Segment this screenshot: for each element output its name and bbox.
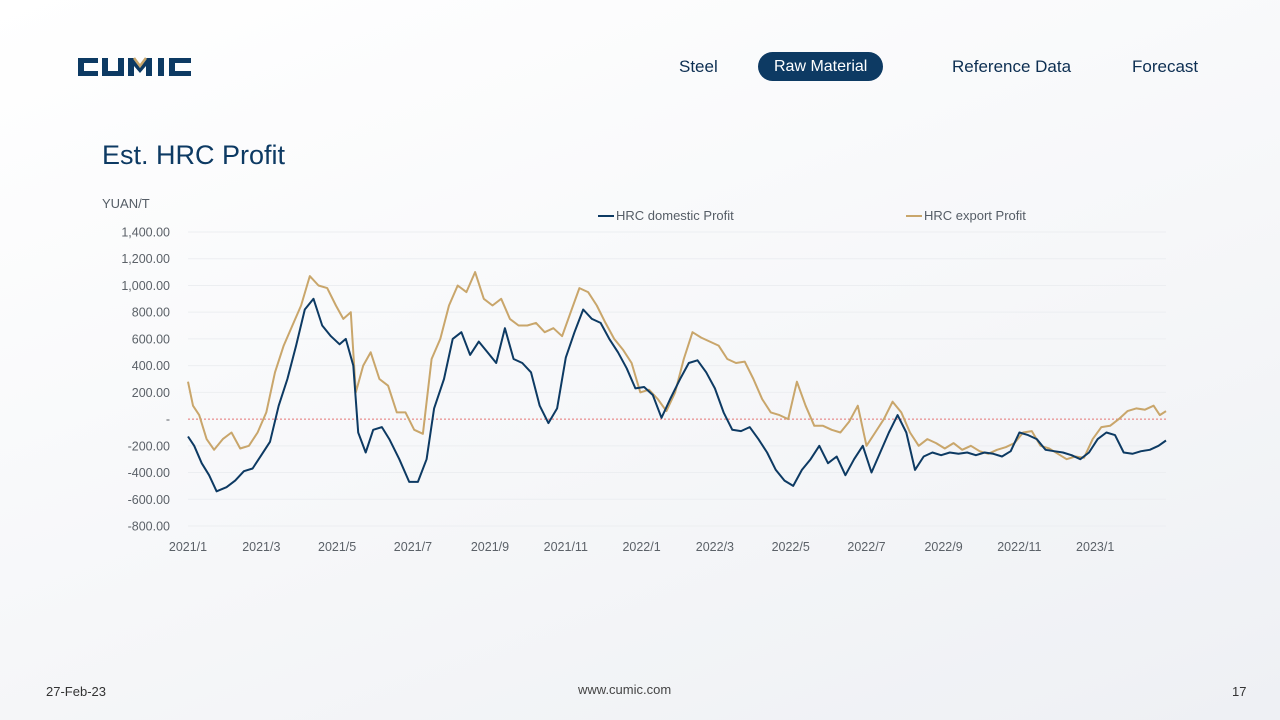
- y-tick-label: 1,400.00: [121, 226, 170, 240]
- x-tick-label: 2021/5: [318, 540, 356, 554]
- legend-export-swatch: [906, 214, 922, 217]
- nav-steel[interactable]: Steel: [679, 57, 718, 76]
- y-tick-label: 400.00: [132, 359, 170, 373]
- x-tick-label: 2022/1: [622, 540, 660, 554]
- y-tick-label: 1,000.00: [121, 279, 170, 293]
- x-tick-label: 2022/9: [924, 540, 962, 554]
- cumic-logo: [78, 57, 191, 76]
- legend-domestic-swatch: [598, 214, 614, 217]
- x-tick-label: 2021/9: [471, 540, 509, 554]
- y-tick-label: 600.00: [132, 332, 170, 346]
- y-tick-label: -600.00: [128, 493, 170, 507]
- footer-website[interactable]: www.cumic.com: [578, 682, 672, 697]
- y-tick-label: 1,200.00: [121, 252, 170, 266]
- nav-raw-material[interactable]: Raw Material: [758, 52, 884, 81]
- x-tick-label: 2021/7: [394, 540, 432, 554]
- y-tick-label: -800.00: [128, 520, 170, 534]
- nav-forecast[interactable]: Forecast: [1132, 57, 1199, 76]
- x-tick-label: 2021/3: [242, 540, 280, 554]
- y-tick-label: -: [166, 413, 170, 427]
- y-tick-label: 200.00: [132, 386, 170, 400]
- legend-export-label: HRC export Profit: [924, 208, 1026, 223]
- legend-domestic-label: HRC domestic Profit: [616, 208, 734, 223]
- y-tick-label: -200.00: [128, 439, 170, 453]
- series-line-hrc-domestic-profit: [187, 297, 1167, 493]
- page-title: Est. HRC Profit: [102, 140, 286, 170]
- nav-reference-data[interactable]: Reference Data: [952, 57, 1072, 76]
- x-tick-label: 2022/7: [847, 540, 885, 554]
- footer-page-number: 17: [1232, 684, 1247, 699]
- legend-domestic: HRC domestic Profit: [598, 208, 734, 223]
- x-tick-label: 2023/1: [1076, 540, 1114, 554]
- top-nav: Steel Raw Material Reference Data Foreca…: [0, 52, 1280, 84]
- x-tick-label: 2021/11: [544, 540, 588, 554]
- x-tick-label: 2022/11: [997, 540, 1041, 554]
- series-line-hrc-export-profit: [187, 271, 1167, 461]
- y-tick-label: 800.00: [132, 306, 170, 320]
- y-tick-label: -400.00: [128, 466, 170, 480]
- legend-export: HRC export Profit: [906, 208, 1026, 223]
- footer-date: 27-Feb-23: [46, 684, 106, 699]
- x-tick-label: 2022/5: [772, 540, 810, 554]
- x-tick-label: 2021/1: [169, 540, 207, 554]
- x-tick-label: 2022/3: [696, 540, 734, 554]
- y-axis-unit-label: YUAN/T: [102, 196, 150, 211]
